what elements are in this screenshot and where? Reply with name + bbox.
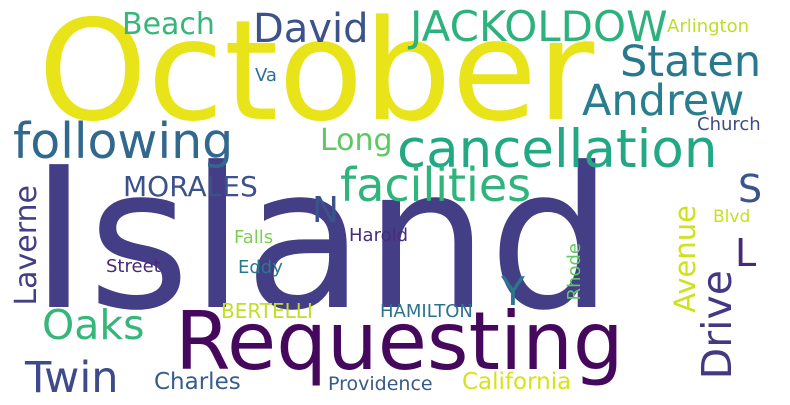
word-rhode: Rhode: [564, 243, 585, 301]
word-s: S: [738, 167, 763, 211]
word-morales: MORALES: [123, 170, 258, 203]
word-cancellation: cancellation: [397, 119, 718, 180]
word-va: Va: [255, 65, 277, 86]
word-y: Y: [501, 270, 525, 315]
word-arlington: Arlington: [667, 16, 750, 37]
word-falls: Falls: [234, 227, 274, 248]
word-october: October: [38, 0, 595, 152]
word-andrew: Andrew: [582, 76, 745, 126]
word-harold: Harold: [349, 225, 409, 246]
word-island: Island: [30, 126, 614, 354]
word-oaks: Oaks: [42, 301, 145, 349]
word-following: following: [13, 113, 234, 170]
word-l: L: [735, 231, 757, 275]
word-twin: Twin: [25, 353, 119, 403]
word-requesting: Requesting: [175, 295, 624, 388]
word-n: N: [312, 190, 339, 231]
word-jackoldow: JACKOLDOW: [410, 2, 668, 51]
word-beach: Beach: [122, 7, 215, 42]
word-facilities: facilities: [340, 158, 532, 212]
word-church: Church: [697, 114, 761, 135]
word-staten: Staten: [620, 37, 762, 87]
word-bertelli: BERTELLI: [221, 299, 313, 323]
word-laverne: Laverne: [9, 185, 44, 306]
word-long: Long: [320, 123, 393, 158]
word-charles: Charles: [154, 369, 241, 395]
word-eddy: Eddy: [238, 257, 283, 278]
word-blvd: Blvd: [713, 207, 751, 227]
word-drive: Drive: [693, 270, 741, 380]
word-david: David: [253, 6, 369, 52]
word-street: Street: [106, 256, 161, 277]
word-california: California: [462, 369, 572, 395]
word-providence: Providence: [328, 373, 433, 395]
word-hamilton: HAMILTON: [380, 301, 473, 322]
